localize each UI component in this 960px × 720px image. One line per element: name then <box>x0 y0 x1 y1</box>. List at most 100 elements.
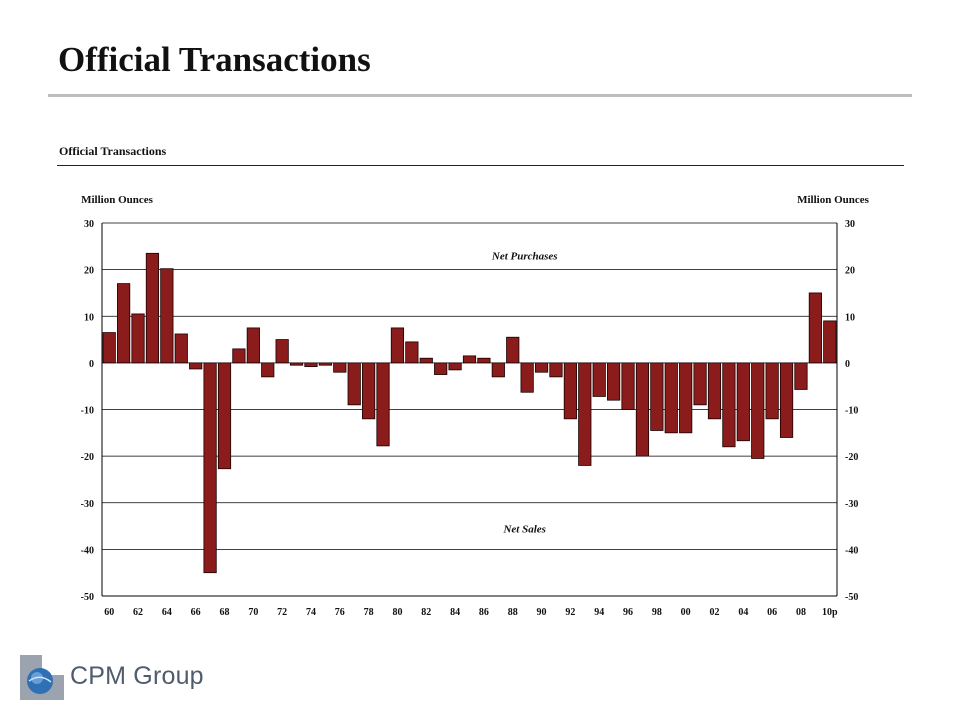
bar <box>217 362 232 470</box>
bar <box>405 341 419 364</box>
y-tick-label-left: 10 <box>84 312 94 323</box>
x-tick-label: 80 <box>392 607 402 618</box>
y-tick-label-left: -30 <box>81 499 94 510</box>
bar <box>390 327 405 364</box>
x-tick-label: 68 <box>220 607 230 618</box>
x-tick-label: 64 <box>162 607 172 618</box>
x-tick-label: 86 <box>479 607 489 618</box>
bar <box>376 362 390 447</box>
y-tick-label-left: -20 <box>81 452 94 463</box>
bar <box>779 362 794 438</box>
x-tick-label: 92 <box>565 607 575 618</box>
x-tick-label: 90 <box>537 607 547 618</box>
bar <box>650 362 664 431</box>
y-tick-label-left: 30 <box>84 219 94 230</box>
x-tick-label: 82 <box>421 607 431 618</box>
bar <box>549 362 563 378</box>
bar <box>635 362 650 457</box>
bar <box>751 362 765 459</box>
bar <box>707 362 722 420</box>
bar <box>419 357 433 364</box>
bar <box>592 362 606 397</box>
bar <box>679 362 693 434</box>
bars <box>102 252 837 574</box>
title-divider <box>48 94 912 97</box>
x-tick-label: 98 <box>652 607 662 618</box>
x-tick-label: 00 <box>681 607 691 618</box>
bar <box>808 292 822 364</box>
bar <box>246 327 260 364</box>
bar <box>534 362 549 373</box>
bar <box>117 283 131 364</box>
bar <box>333 362 347 373</box>
y-tick-label-right: 20 <box>845 266 855 277</box>
x-tick-label: 08 <box>796 607 806 618</box>
bar <box>160 268 174 364</box>
bar <box>578 362 592 466</box>
chart-annotation: Net Purchases <box>491 251 558 263</box>
bar <box>362 362 376 420</box>
bar <box>563 362 577 420</box>
page-title: Official Transactions <box>58 40 371 79</box>
bar <box>131 313 145 364</box>
bar <box>261 362 275 378</box>
x-tick-label: 88 <box>508 607 518 618</box>
bar <box>189 362 203 370</box>
bar <box>693 362 707 406</box>
chart-annotation: Net Sales <box>502 523 545 535</box>
y-tick-label-right: 0 <box>845 359 850 370</box>
y-tick-label-left: -50 <box>81 592 94 603</box>
bar <box>607 362 621 401</box>
bar <box>765 362 779 420</box>
chart-title: Official Transactions <box>59 144 167 158</box>
bar <box>434 362 448 375</box>
x-tick-label: 96 <box>623 607 633 618</box>
y-tick-label-right: -40 <box>845 545 858 556</box>
y-tick-label-right: -50 <box>845 592 858 603</box>
bar <box>448 362 462 371</box>
x-tick-label: 72 <box>277 607 287 618</box>
bar <box>203 362 217 574</box>
bar <box>491 362 505 378</box>
x-tick-label: 76 <box>335 607 345 618</box>
bar <box>664 362 678 434</box>
bar <box>621 362 635 410</box>
x-tick-label: 84 <box>450 607 460 618</box>
bar <box>462 355 477 364</box>
bar <box>347 362 361 406</box>
bar <box>736 362 750 442</box>
x-tick-label: 70 <box>248 607 258 618</box>
x-tick-label: 74 <box>306 607 316 618</box>
y-tick-label-left: 20 <box>84 266 94 277</box>
bar <box>722 362 736 448</box>
globe-logo-icon <box>20 655 64 700</box>
x-tick-label: 02 <box>710 607 720 618</box>
x-tick-label: 06 <box>767 607 777 618</box>
y-tick-label-right: 30 <box>845 219 855 230</box>
y-tick-label-left: 0 <box>89 359 94 370</box>
brand-name: CPM Group <box>70 662 204 690</box>
bar <box>275 339 289 364</box>
bar <box>477 357 491 364</box>
y-tick-label-right: -10 <box>845 406 858 417</box>
y-tick-label-left: -10 <box>81 406 94 417</box>
bar <box>823 320 837 364</box>
bar <box>318 362 332 366</box>
bar <box>102 332 116 364</box>
x-tick-label: 10p <box>822 607 838 618</box>
y-tick-label-right: 10 <box>845 312 855 323</box>
y-axis-label-left: Million Ounces <box>81 194 154 206</box>
y-tick-label-right: -30 <box>845 499 858 510</box>
x-tick-label: 60 <box>104 607 114 618</box>
x-tick-label: 04 <box>738 607 748 618</box>
y-tick-label-left: -40 <box>81 545 94 556</box>
x-tick-label: 62 <box>133 607 143 618</box>
bar <box>506 336 520 364</box>
bar <box>174 333 188 364</box>
x-tick-label: 66 <box>191 607 201 618</box>
bar <box>520 362 534 393</box>
y-tick-label-right: -20 <box>845 452 858 463</box>
bar <box>794 362 808 390</box>
